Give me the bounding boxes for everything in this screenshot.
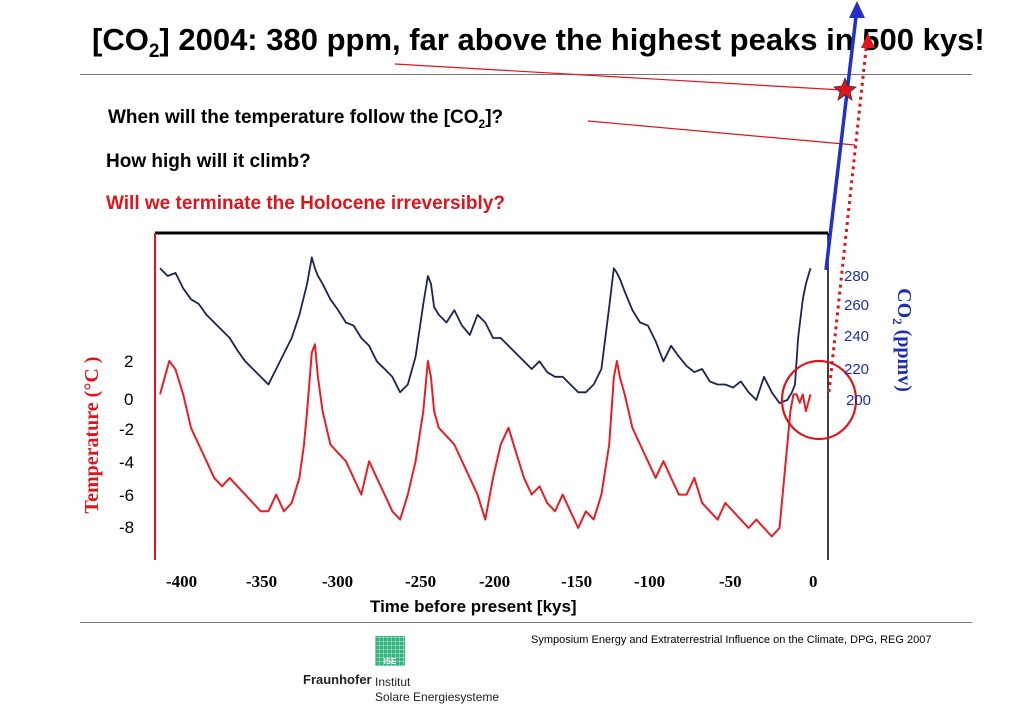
y-tick-co2-200: 200 (846, 392, 872, 409)
question-pointer-line (587, 120, 856, 146)
x-tick-minus50: -50 (719, 572, 742, 591)
temperature-series-line (159, 343, 812, 538)
temperature-projection-dotted (827, 39, 869, 393)
x-tick-minus350: -350 (246, 572, 278, 591)
y-tick-temp-minus4: -4 (119, 453, 135, 472)
x-tick-minus100: -100 (634, 572, 666, 591)
holocene-highlight-circle (780, 359, 858, 441)
y-tick-temp-minus6: -6 (119, 486, 135, 505)
question-holocene: Will we terminate the Holocene irreversi… (106, 193, 505, 214)
x-axis-label: Time before present [kys] (370, 597, 577, 616)
ise-logo-badge: ISE (375, 636, 405, 666)
fraunhofer-wordmark: Fraunhofer (303, 672, 372, 687)
x-tick-0: 0 (809, 572, 818, 591)
footer-symposium-note: Symposium Energy and Extraterrestrial In… (531, 634, 932, 646)
bottom-divider (80, 622, 972, 623)
x-tick-minus400: -400 (166, 572, 198, 591)
temperature-projection-arrowhead (861, 33, 875, 48)
institute-line-2: Solare Energiesysteme (375, 690, 500, 704)
y-tick-temp-minus8: -8 (119, 518, 135, 537)
x-tick-minus300: -300 (322, 572, 354, 591)
question-how-high: How high will it climb? (106, 151, 311, 172)
co2-projection-arrowhead (849, 1, 865, 18)
x-tick-minus200: -200 (479, 572, 511, 591)
x-tick-minus150: -150 (561, 572, 593, 591)
y-axis-label-temperature: Temperature (°C ) (81, 356, 103, 514)
institute-line-1: Institut (375, 675, 411, 689)
slide-title: [CO2] 2004: 380 ppm, far above the highe… (92, 22, 985, 63)
y-tick-temp-2: 2 (124, 352, 134, 371)
co2-projection-arrow (824, 7, 859, 271)
question-temperature: When will the temperature follow the [CO… (108, 107, 504, 131)
co2-2004-star (833, 76, 857, 101)
y-tick-co2-220: 220 (844, 361, 870, 378)
y-tick-co2-280: 280 (844, 268, 870, 285)
top-divider (80, 74, 972, 75)
y-tick-co2-240: 240 (844, 328, 870, 345)
y-tick-co2-260: 260 (844, 297, 870, 314)
co2-series-line (159, 256, 812, 405)
y-tick-temp-minus2: -2 (119, 420, 135, 439)
y-tick-temp-0: 0 (124, 390, 134, 409)
x-tick-minus250: -250 (405, 572, 437, 591)
title-pointer-line (394, 63, 843, 91)
y-axis-label-co2: CO2 (ppmv) (890, 288, 915, 392)
